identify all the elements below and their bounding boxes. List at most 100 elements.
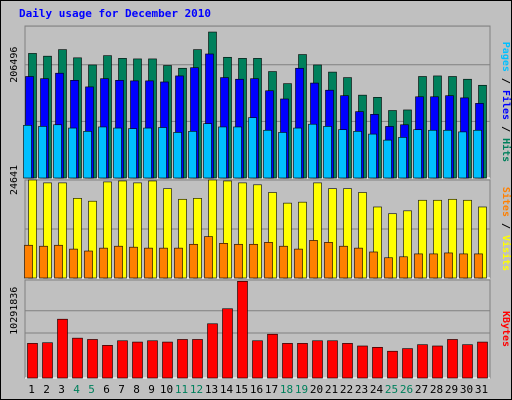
bar-sites-day-6	[99, 247, 108, 279]
x-tick-label-day-27: 27	[415, 383, 428, 396]
y-axis-label-part: Pages	[500, 42, 511, 72]
bar-kbytes-day-24	[372, 346, 383, 379]
panel-hits-files-pages: 206496 Pages / Files / Hits	[9, 25, 512, 179]
panel-kbytes: 10291836 KBytes	[9, 279, 511, 379]
y-axis-label-part: Files	[500, 90, 512, 120]
y-axis-label-part: /	[500, 120, 511, 138]
bar-kbytes-day-29	[447, 339, 458, 379]
x-tick-label-day-10: 10	[160, 383, 173, 396]
bar-sites-day-22	[339, 245, 348, 279]
bar-kbytes-day-2	[42, 342, 53, 379]
bar-sites-day-9	[144, 247, 153, 279]
bar-kbytes-day-15	[237, 281, 248, 379]
bar-sites-day-31	[474, 253, 483, 279]
bar-pages-day-3	[53, 124, 62, 179]
series-pages	[23, 117, 482, 179]
bar-sites-day-29	[444, 252, 453, 279]
bar-kbytes-day-4	[72, 337, 83, 379]
bar-kbytes-day-10	[162, 341, 173, 379]
bar-pages-day-10	[158, 127, 167, 179]
bar-kbytes-day-18	[282, 343, 293, 379]
bar-sites-day-30	[459, 253, 468, 279]
bar-kbytes-day-7	[117, 340, 128, 379]
bar-sites-day-21	[324, 242, 333, 279]
x-tick-label-day-21: 21	[325, 383, 338, 396]
y-max-tick-label: 24641	[9, 165, 20, 195]
bar-sites-day-15	[234, 243, 243, 279]
bar-sites-day-10	[159, 247, 168, 279]
x-tick-label-day-22: 22	[340, 383, 353, 396]
bar-pages-day-12	[188, 131, 197, 179]
y-axis-series-label: Sites / Visits	[500, 187, 512, 271]
bar-kbytes-day-25	[387, 350, 398, 379]
bar-pages-day-14	[218, 126, 227, 179]
bar-sites-day-24	[369, 251, 378, 279]
bar-pages-day-20	[308, 123, 317, 179]
bar-kbytes-day-19	[297, 343, 308, 379]
bar-kbytes-day-22	[342, 343, 353, 379]
bar-kbytes-day-21	[327, 340, 338, 379]
bar-sites-day-19	[294, 248, 303, 279]
bar-sites-day-14	[219, 243, 228, 279]
bar-sites-day-3	[54, 244, 63, 279]
bar-kbytes-day-11	[177, 339, 188, 379]
bar-sites-day-2	[39, 245, 48, 279]
y-axis-label-part: Hits	[500, 138, 512, 162]
x-tick-label-day-26: 26	[400, 383, 413, 396]
x-tick-label-day-7: 7	[118, 383, 125, 396]
bar-pages-day-19	[293, 127, 302, 179]
y-axis-label-part: /	[500, 217, 511, 235]
x-tick-label-day-1: 1	[28, 383, 35, 396]
bar-kbytes-day-3	[57, 318, 68, 379]
bar-pages-day-27	[413, 129, 422, 179]
bar-sites-day-5	[84, 250, 93, 279]
x-tick-label-day-29: 29	[445, 383, 458, 396]
bar-pages-day-18	[278, 132, 287, 179]
y-max-tick-label: 10291836	[9, 287, 20, 335]
bar-sites-day-8	[129, 246, 138, 279]
series-visits	[28, 179, 487, 279]
bar-sites-day-7	[114, 245, 123, 279]
x-tick-label-day-19: 19	[295, 383, 308, 396]
x-tick-label-day-5: 5	[88, 383, 95, 396]
bar-pages-day-24	[368, 133, 377, 179]
bar-pages-day-15	[233, 126, 242, 179]
bar-kbytes-day-5	[87, 339, 98, 379]
bar-sites-day-11	[174, 247, 183, 279]
bar-pages-day-11	[173, 132, 182, 179]
bar-pages-day-8	[128, 128, 137, 179]
panel-visits-sites: 24641 Sites / Visits	[9, 165, 512, 279]
x-tick-label-day-31: 31	[475, 383, 488, 396]
bar-pages-day-16	[248, 117, 257, 179]
bar-kbytes-day-17	[267, 333, 278, 379]
bar-kbytes-day-1	[27, 343, 38, 379]
bar-pages-day-25	[383, 139, 392, 179]
y-max-tick-label: 206496	[9, 47, 20, 83]
y-axis-series-label: Pages / Files / Hits	[500, 42, 512, 162]
x-tick-label-day-3: 3	[58, 383, 65, 396]
x-tick-label-day-17: 17	[265, 383, 278, 396]
bar-sites-day-13	[204, 236, 213, 279]
bar-pages-day-26	[398, 137, 407, 179]
x-tick-label-day-25: 25	[385, 383, 398, 396]
bar-pages-day-7	[113, 127, 122, 179]
bar-pages-day-2	[38, 126, 47, 179]
bar-sites-day-23	[354, 247, 363, 279]
bar-sites-day-27	[414, 253, 423, 279]
bar-kbytes-day-26	[402, 348, 413, 379]
bar-kbytes-day-30	[462, 344, 473, 379]
bar-pages-day-21	[323, 126, 332, 179]
x-tick-label-day-28: 28	[430, 383, 443, 396]
bar-sites-day-4	[69, 248, 78, 279]
bar-pages-day-29	[443, 129, 452, 179]
series-kbytes	[27, 281, 488, 379]
x-tick-label-day-12: 12	[190, 383, 203, 396]
x-tick-label-day-4: 4	[73, 383, 80, 396]
bar-pages-day-4	[68, 127, 77, 179]
bar-kbytes-day-23	[357, 345, 368, 379]
x-tick-label-day-24: 24	[370, 383, 384, 396]
y-axis-label-part: KBytes	[500, 311, 511, 347]
bar-kbytes-day-14	[222, 308, 233, 379]
